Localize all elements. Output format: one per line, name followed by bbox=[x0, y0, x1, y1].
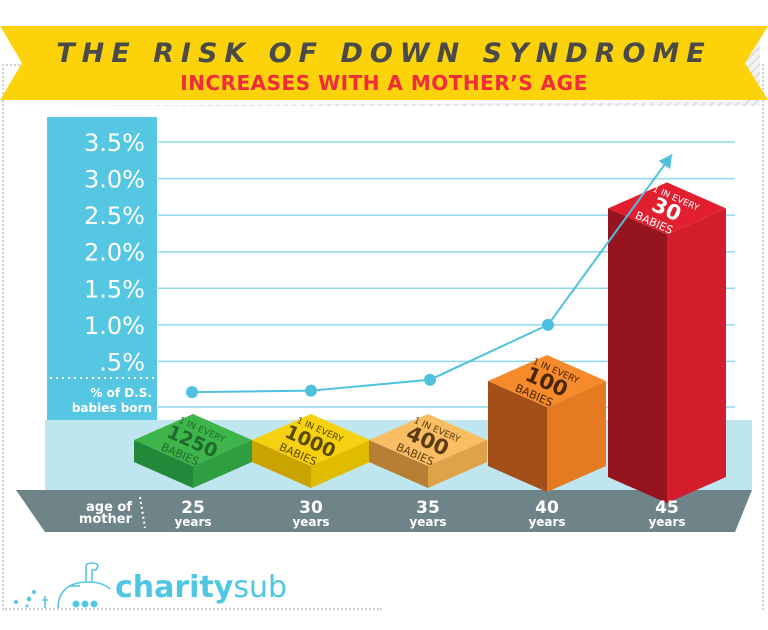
y-axis-label: babies born bbox=[72, 401, 152, 415]
y-tick-label: 2.0% bbox=[84, 239, 145, 267]
x-tick-age: 35 bbox=[416, 498, 440, 518]
x-tick-age: 25 bbox=[181, 498, 205, 518]
banner-ribbon bbox=[0, 26, 768, 100]
bar-left-face bbox=[369, 440, 428, 488]
x-tick-unit: years bbox=[292, 515, 329, 529]
x-tick-unit: years bbox=[648, 515, 685, 529]
y-tick-label: 3.5% bbox=[84, 129, 145, 157]
x-axis-label: age of bbox=[86, 500, 132, 515]
y-tick-label: 2.5% bbox=[84, 202, 145, 230]
bar-right-face bbox=[311, 440, 370, 488]
title-banner bbox=[0, 26, 768, 106]
bar-right-face bbox=[193, 440, 252, 488]
y-tick-label: 1.5% bbox=[84, 275, 145, 303]
bar-top-face bbox=[608, 182, 726, 235]
y-tick-label: .5% bbox=[99, 348, 145, 376]
y-tick-label: 1.0% bbox=[84, 312, 145, 340]
trend-point bbox=[424, 373, 436, 386]
x-axis-base bbox=[16, 490, 752, 532]
x-tick-age: 45 bbox=[655, 498, 679, 518]
submarine-icon bbox=[14, 562, 110, 608]
page-title: THE RISK OF DOWN SYNDROME bbox=[56, 38, 712, 69]
dotted-frame-bottom bbox=[2, 608, 382, 610]
x-axis-label: mother bbox=[79, 512, 133, 527]
bar-right-face bbox=[667, 208, 726, 504]
page-subtitle: INCREASES WITH A MOTHER’S AGE bbox=[180, 71, 588, 95]
trend-point bbox=[542, 318, 554, 331]
x-tick-unit: years bbox=[174, 515, 211, 529]
bar-right-face bbox=[547, 381, 606, 492]
bar-left-face bbox=[134, 440, 193, 488]
logo-text-light: sub bbox=[233, 570, 288, 605]
bar-top-face bbox=[369, 414, 487, 466]
y-tick-label: 3.0% bbox=[84, 166, 145, 194]
logo-text-bold: charity bbox=[115, 570, 234, 605]
y-axis-label: % of D.S. bbox=[90, 386, 152, 400]
trend-line bbox=[191, 153, 673, 394]
bar-left-face bbox=[608, 208, 667, 504]
x-tick-age: 30 bbox=[299, 498, 323, 518]
x-tick-unit: years bbox=[528, 515, 565, 529]
x-axis-separator bbox=[139, 496, 146, 529]
x-tick-unit: years bbox=[409, 515, 446, 529]
trend-point bbox=[305, 384, 317, 397]
x-tick-age: 40 bbox=[535, 498, 559, 518]
bar-top-face bbox=[252, 414, 370, 466]
bar-left-face bbox=[488, 381, 547, 492]
trend-arrowhead bbox=[658, 154, 672, 170]
charitysub-logo: charitysub bbox=[115, 570, 287, 605]
trend-point bbox=[186, 386, 198, 399]
bar-top-face bbox=[488, 355, 606, 407]
bar-left-face bbox=[252, 440, 311, 488]
y-axis-panel bbox=[47, 117, 157, 420]
bar-right-face bbox=[428, 440, 487, 488]
bar-top-face bbox=[134, 414, 252, 466]
